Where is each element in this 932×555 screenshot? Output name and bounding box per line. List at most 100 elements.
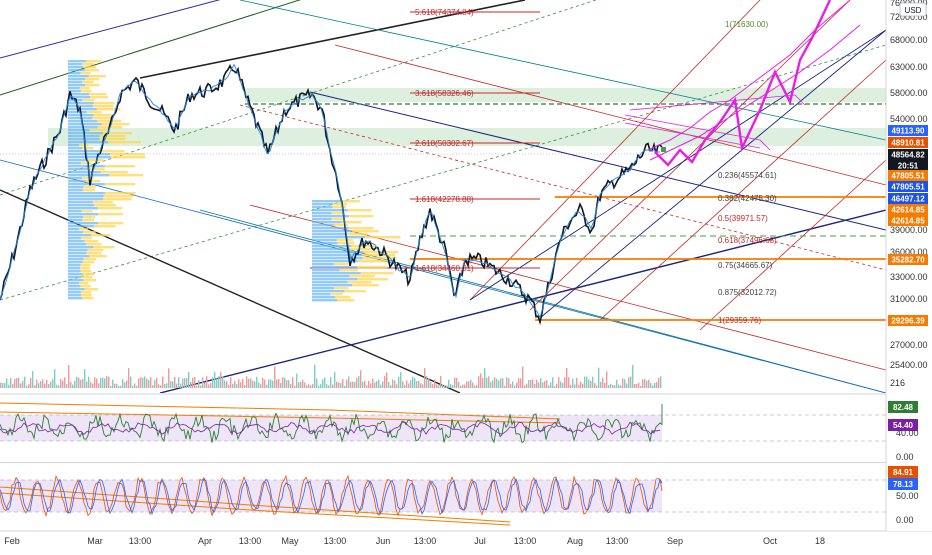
price-tag-label: 29296.39 — [891, 317, 925, 326]
vp-bar — [337, 242, 355, 245]
volume-bar — [526, 383, 528, 388]
trendline[interactable] — [0, 0, 520, 59]
volume-bar — [248, 378, 250, 388]
volume-bar — [646, 380, 648, 388]
rsi-trendline[interactable] — [0, 402, 561, 420]
volume-bar — [152, 385, 154, 388]
volume-bar — [114, 383, 116, 388]
volume-bar — [598, 367, 600, 388]
volume-bar — [228, 384, 230, 388]
vp-bar — [68, 219, 83, 222]
pitchfork-line[interactable] — [249, 204, 886, 371]
volume-bar — [230, 377, 232, 388]
vp-bar — [68, 201, 93, 204]
volume-bar — [328, 385, 330, 388]
volume-bar — [168, 368, 170, 388]
stoch-trendline[interactable] — [0, 486, 511, 523]
pitchfork-line[interactable] — [699, 159, 886, 331]
vp-bar — [312, 245, 352, 248]
volume-bar — [106, 376, 108, 388]
fib-label: 0.382(42475.30) — [718, 194, 777, 203]
price-tag — [888, 215, 928, 226]
trendline[interactable] — [159, 209, 886, 393]
vp-bar — [357, 266, 388, 269]
vp-bar — [80, 291, 92, 294]
time-axis[interactable] — [0, 532, 932, 550]
vp-bar — [83, 258, 97, 261]
volume-bar — [570, 384, 572, 388]
volume-bar — [388, 382, 390, 388]
volume-bar — [532, 379, 534, 388]
volume-bar — [4, 383, 6, 388]
vp-bar — [312, 200, 341, 203]
price-axis-label: 216 — [890, 378, 905, 388]
vp-bar — [332, 206, 346, 209]
pitchfork-line[interactable] — [469, 0, 761, 301]
pitchfork-line[interactable] — [599, 59, 886, 321]
volume-bar — [574, 384, 576, 388]
volume-bar — [484, 368, 486, 388]
vp-bar — [68, 192, 106, 195]
currency-button[interactable]: USD — [899, 2, 927, 17]
volume-bar — [120, 385, 122, 388]
projection-channel[interactable] — [624, 122, 761, 149]
vp-bar — [312, 221, 342, 224]
vp-bar — [68, 162, 81, 165]
price-tag — [888, 254, 928, 265]
volume-bar — [448, 379, 450, 388]
volume-bar — [614, 385, 616, 388]
current-price-marker — [661, 147, 666, 152]
pitchfork-line[interactable] — [539, 29, 886, 319]
vp-bar — [68, 297, 82, 300]
volume-bar — [450, 384, 452, 388]
volume-bar — [464, 384, 466, 388]
volume-bar — [476, 385, 478, 388]
volume-bar — [354, 381, 356, 388]
vp-bar — [68, 216, 84, 219]
projection-channel[interactable] — [647, 0, 851, 151]
projection-channel[interactable] — [624, 114, 771, 151]
price-tag — [888, 125, 928, 136]
pitchfork-line[interactable] — [469, 29, 886, 301]
trendline[interactable] — [309, 91, 886, 231]
trendline[interactable] — [139, 0, 526, 79]
trendline[interactable] — [0, 44, 886, 301]
volume-bar — [342, 378, 344, 388]
vp-bar — [68, 87, 80, 90]
vp-bar — [68, 222, 99, 225]
vp-bar — [82, 219, 94, 222]
price-tag-label: 48564.82 — [891, 151, 925, 160]
vp-bar — [68, 69, 85, 72]
vp-bar — [68, 249, 88, 252]
price-axis[interactable] — [886, 0, 932, 531]
projection-channel[interactable] — [629, 94, 806, 111]
vp-bar — [312, 257, 363, 260]
volume-bar — [330, 376, 332, 388]
vp-bar — [81, 237, 93, 240]
vp-bar — [84, 288, 99, 291]
vp-bar — [312, 299, 338, 302]
volume-bar — [240, 382, 242, 388]
volume-bar — [554, 385, 556, 388]
volume-bar — [528, 380, 530, 388]
vp-bar — [362, 257, 397, 260]
projection-channel[interactable] — [649, 24, 861, 161]
vp-bar — [81, 276, 92, 279]
fib-ext-label: 2.618(50302.67) — [415, 139, 474, 148]
volume-bar — [410, 380, 412, 388]
vp-bar — [83, 216, 96, 219]
vp-bar — [85, 180, 101, 183]
trendline[interactable] — [239, 0, 886, 141]
volume-bar — [278, 379, 280, 388]
price-tag — [888, 193, 928, 204]
projection-path[interactable] — [654, 0, 832, 167]
volume-bar — [72, 384, 74, 388]
main-pane-drawings: 5.618(74374.84) 3.618(58326.46) 2.618(50… — [0, 0, 886, 393]
trendline[interactable] — [0, 159, 886, 393]
volume-bar — [260, 384, 262, 388]
volume-bar — [40, 381, 42, 388]
volume-bar — [38, 383, 40, 388]
volume-bar — [146, 378, 148, 388]
pitchfork-line[interactable] — [334, 44, 886, 186]
